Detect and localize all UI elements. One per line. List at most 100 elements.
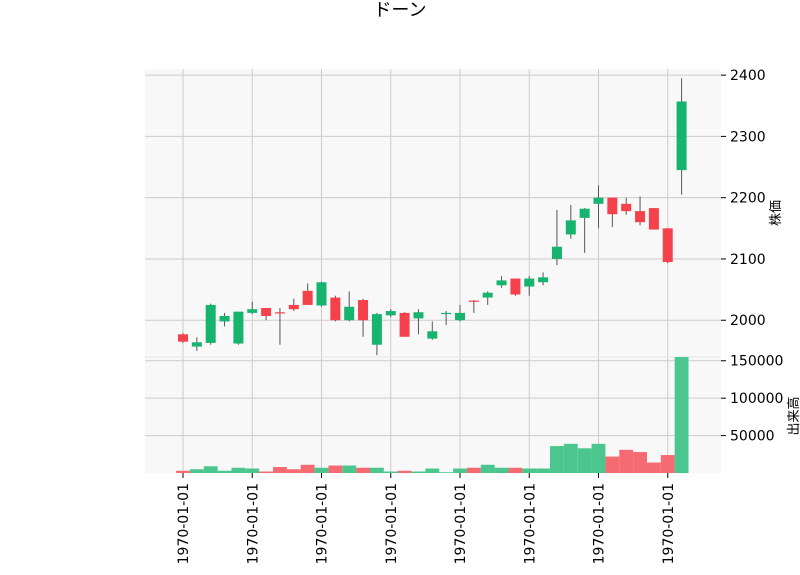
volume-tick-label: 150000: [730, 354, 783, 370]
volume-bar: [397, 470, 412, 473]
candle-body: [261, 307, 272, 316]
volume-bar: [217, 470, 232, 473]
candle-body: [551, 246, 562, 259]
candle-body: [288, 304, 299, 310]
x-tick-label: 1970-01-01: [661, 483, 677, 564]
candle-body: [482, 292, 493, 298]
volume-bar: [314, 467, 329, 473]
volume-bar: [550, 446, 564, 473]
volume-bar: [259, 471, 274, 473]
candle-body: [219, 315, 230, 322]
candle-body: [371, 314, 382, 345]
volume-bar: [369, 467, 384, 473]
volume-bar: [189, 469, 204, 473]
volume-bar: [300, 464, 315, 473]
volume-bar: [633, 452, 647, 473]
volume-bar: [453, 468, 467, 473]
candle-body: [302, 290, 313, 305]
volume-tick-label: 100000: [730, 391, 783, 407]
volume-bar: [176, 470, 190, 473]
candle-body: [427, 331, 438, 339]
volume-bar: [660, 455, 675, 473]
candle-body: [344, 306, 355, 321]
price-tick-label: 2400: [730, 68, 766, 84]
volume-bar: [245, 468, 260, 473]
x-tick-label: 1970-01-01: [176, 483, 192, 564]
candle-body: [607, 197, 618, 215]
x-tick-label: 1970-01-01: [384, 483, 400, 564]
candle-body: [593, 197, 604, 204]
candle-body: [496, 280, 507, 286]
volume-bar: [203, 466, 218, 473]
price-axis: 2000 2100 2200 2300 2400: [721, 68, 766, 329]
candle-body: [413, 312, 424, 319]
price-axis-label: 株価: [769, 200, 784, 226]
volume-bar: [286, 469, 301, 473]
candle-body: [330, 297, 341, 321]
x-tick-label: 1970-01-01: [592, 483, 608, 564]
candle-body: [191, 342, 202, 347]
volume-bar: [494, 467, 509, 473]
x-tick-label: 1970-01-01: [245, 483, 261, 564]
volume-bar: [383, 471, 398, 473]
volume-bar: [328, 465, 343, 473]
volume-bar: [231, 467, 246, 473]
candle-body: [648, 208, 659, 230]
candle-body: [274, 312, 285, 314]
volume-bar: [273, 467, 287, 473]
candle-body: [468, 300, 479, 302]
candle-body: [510, 278, 521, 295]
price-tick-label: 2200: [730, 191, 766, 207]
candle-body: [399, 312, 410, 337]
volume-bar: [646, 462, 661, 473]
candle-body: [662, 228, 673, 263]
volume-bar: [356, 467, 370, 473]
volume-bar: [522, 468, 537, 473]
candle-body: [358, 300, 369, 321]
price-panel: [145, 69, 721, 357]
volume-bar: [591, 443, 606, 473]
candle-body: [205, 304, 216, 343]
x-tick-label: 1970-01-01: [315, 483, 331, 564]
volume-bar: [619, 449, 634, 473]
volume-bar: [536, 468, 551, 473]
candle-body: [385, 311, 396, 316]
chart-title: ドーン: [373, 0, 426, 21]
volume-bar: [577, 448, 592, 473]
volume-bar: [605, 456, 620, 473]
volume-bar: [425, 468, 440, 473]
volume-axis-label: 出来高: [786, 396, 800, 435]
candle-body: [635, 211, 646, 223]
volume-bar: [674, 357, 689, 473]
x-tick-label: 1970-01-01: [453, 483, 469, 564]
volume-bar: [342, 465, 357, 473]
candles: [178, 78, 687, 356]
candle-body: [579, 208, 590, 218]
volume-bar: [563, 443, 578, 473]
volume-tick-label: 50000: [730, 429, 775, 445]
candle-body: [441, 312, 452, 315]
volume-bar: [480, 464, 495, 473]
price-tick-label: 2300: [730, 129, 766, 145]
candle-body: [676, 101, 687, 171]
volume-bars: [176, 357, 689, 473]
x-tick-label: 1970-01-01: [522, 483, 538, 564]
candle-body: [316, 282, 327, 306]
volume-bar: [466, 467, 481, 473]
candle-body: [621, 203, 632, 212]
volume-bar: [411, 471, 426, 473]
price-tick-label: 2100: [730, 252, 766, 268]
candle-body: [247, 309, 258, 313]
candle-body: [455, 312, 465, 321]
x-axis: 1970-01-01 1970-01-01 1970-01-01 1970-01-01…: [176, 473, 677, 564]
price-tick-label: 2000: [730, 313, 766, 329]
candle-body: [565, 220, 576, 235]
volume-bar: [439, 472, 454, 473]
candle-body: [524, 278, 535, 287]
candle-body: [233, 311, 244, 344]
candle-body: [538, 277, 549, 283]
candle-body: [178, 334, 188, 342]
volume-bar: [508, 467, 523, 473]
volume-axis: 50000 100000 150000: [721, 354, 783, 445]
